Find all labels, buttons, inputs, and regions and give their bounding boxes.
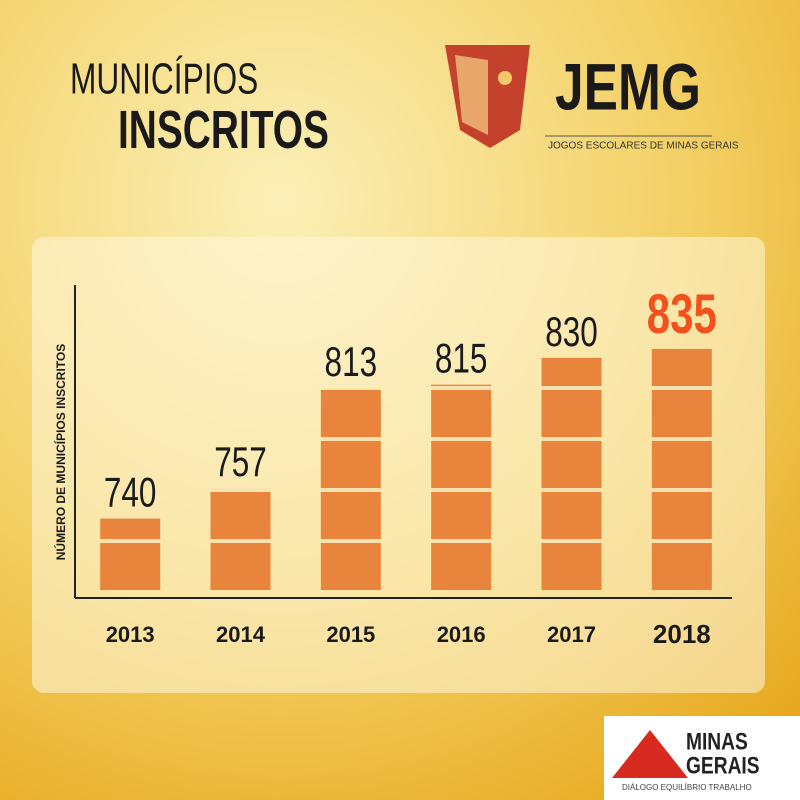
logo-subtitle: JOGOS ESCOLARES DE MINAS GERAIS	[548, 141, 739, 152]
bar	[651, 348, 712, 590]
x-tick-label: 2013	[106, 622, 155, 647]
x-tick-label: 2016	[437, 622, 486, 647]
value-label: 815	[435, 334, 488, 382]
footer-mark	[612, 730, 688, 778]
value-label: 740	[104, 468, 157, 516]
footer-tagline: DIÁLOGO EQUILÍBRIO TRABALHO	[622, 783, 752, 792]
x-tick-label: 2017	[547, 622, 596, 647]
bar	[320, 388, 381, 590]
bar	[541, 357, 602, 590]
logo-stripes	[455, 55, 488, 135]
bar	[100, 518, 161, 590]
footer-logo: MINAS GERAIS DIÁLOGO EQUILÍBRIO TRABALHO	[604, 716, 800, 800]
logo-figure	[498, 71, 512, 85]
title-line: INSCRITOS	[118, 99, 329, 160]
x-tick-label: 2014	[216, 622, 266, 647]
bar	[431, 384, 492, 590]
footer-line: GERAIS	[686, 751, 760, 779]
value-label: 813	[325, 338, 378, 386]
footer-line: MINAS	[686, 727, 748, 755]
value-label: 757	[214, 438, 267, 486]
bar	[210, 488, 271, 590]
y-axis-label: NÚMERO DE MUNICÍPIOS INSCRITOS	[53, 344, 68, 560]
value-label: 835	[647, 283, 717, 345]
x-tick-label: 2018	[653, 619, 711, 649]
x-tick-label: 2015	[326, 622, 375, 647]
logo: JEMG JOGOS ESCOLARES DE MINAS GERAIS	[445, 45, 739, 152]
value-label: 830	[545, 307, 598, 355]
logo-name: JEMG	[555, 49, 701, 124]
title-line: MUNICÍPIOS	[70, 55, 258, 104]
